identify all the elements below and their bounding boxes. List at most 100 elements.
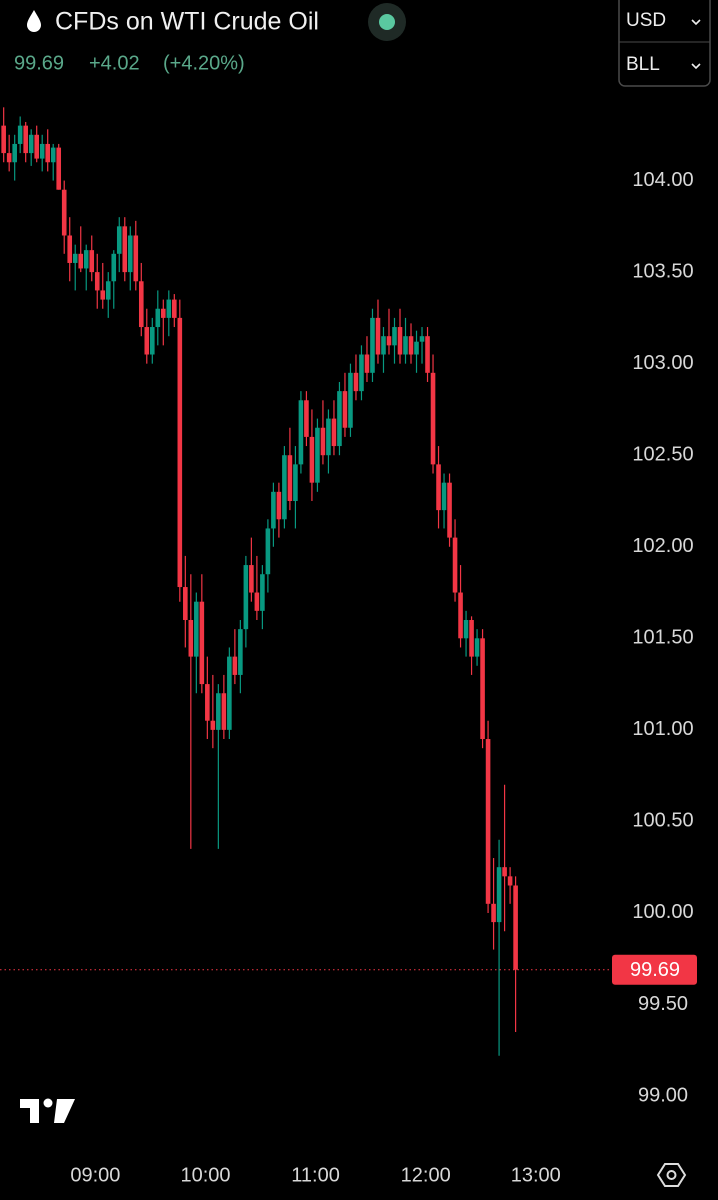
candle-body	[474, 638, 480, 657]
y-tick-label: 101.50	[632, 627, 693, 649]
y-tick-label: 100.50	[632, 810, 693, 832]
candle-body	[205, 684, 210, 721]
candle-body	[458, 592, 463, 639]
candle-body	[28, 134, 34, 154]
candle-body	[133, 235, 139, 282]
candle-body	[83, 250, 89, 269]
candle-body	[408, 336, 414, 355]
candle-body	[392, 327, 397, 346]
candle-body	[89, 250, 95, 273]
candle-body	[39, 143, 45, 159]
change: +4.02	[89, 52, 140, 74]
candle-body	[397, 327, 403, 355]
candle-body	[17, 125, 23, 144]
candle-body	[149, 327, 155, 355]
candle-body	[1, 125, 6, 154]
candle-body	[463, 620, 469, 639]
candle-body	[315, 427, 320, 483]
candle-body	[183, 587, 188, 620]
x-tick-label: 09:00	[70, 1164, 120, 1186]
last-price-box	[612, 954, 697, 985]
status-dot	[379, 14, 395, 30]
unit-select[interactable]: BLL	[626, 54, 660, 75]
candle-body	[469, 620, 474, 657]
x-tick-label: 11:00	[291, 1164, 340, 1186]
y-tick-label: 102.00	[632, 535, 693, 557]
candle-body	[105, 281, 111, 300]
candle-body	[326, 418, 331, 456]
candle-body	[513, 885, 518, 970]
candle-body	[249, 565, 254, 593]
currency-select[interactable]: USD	[626, 10, 666, 31]
candle-body	[447, 482, 452, 538]
candle-body	[56, 147, 62, 190]
settings-button[interactable]	[656, 1163, 687, 1187]
candle-body	[238, 629, 243, 675]
x-tick-label: 13:00	[511, 1164, 561, 1186]
candle-body	[282, 455, 287, 520]
candle-body	[199, 601, 205, 685]
y-tick-label: 99.00	[638, 1084, 688, 1106]
oil-icon	[27, 10, 41, 32]
candle-body	[34, 134, 39, 159]
candle-body	[100, 290, 106, 300]
candle-body	[122, 226, 128, 273]
candle-body	[116, 226, 122, 254]
candle-body	[227, 656, 232, 730]
chevron	[691, 63, 701, 70]
candle-body	[78, 253, 84, 269]
change-pct: (+4.20%)	[163, 52, 245, 74]
candle-body	[45, 143, 51, 163]
candle-body	[271, 491, 276, 529]
candle-body	[254, 592, 260, 611]
candle-body	[425, 336, 430, 373]
x-tick-label: 12:00	[401, 1164, 451, 1186]
y-tick-label: 103.00	[632, 352, 693, 374]
candle-body	[370, 317, 375, 373]
candle-body	[436, 464, 441, 511]
candle-body	[414, 341, 419, 355]
candle-body	[172, 299, 177, 318]
y-tick-label: 100.00	[632, 901, 693, 923]
candle-body	[276, 491, 282, 520]
candle-body	[304, 400, 309, 437]
selector-box[interactable]	[618, 0, 711, 87]
candle-body	[480, 638, 485, 740]
y-tick-label: 104.00	[632, 169, 693, 191]
y-tick-label: 102.50	[632, 443, 693, 465]
candle-body	[161, 308, 166, 318]
candle-body	[381, 336, 386, 355]
candle-body	[210, 720, 216, 730]
candle-body	[188, 620, 194, 657]
candle-body	[348, 372, 353, 428]
candle-body	[364, 354, 370, 373]
candle-body	[496, 867, 502, 923]
chevron	[691, 19, 701, 26]
candle-body	[260, 574, 265, 611]
candle-body	[144, 327, 150, 355]
candle-body	[353, 372, 359, 392]
candle-body	[166, 299, 172, 318]
candle-body	[265, 528, 271, 575]
candle-body	[23, 125, 28, 154]
candle-body	[6, 153, 12, 163]
last-price-label: 99.69	[630, 959, 680, 981]
candle-body	[298, 400, 304, 465]
candle-body	[232, 656, 238, 675]
candle-body	[67, 235, 73, 263]
chart-title: CFDs on WTI Crude Oil	[55, 8, 319, 36]
candle-body	[507, 876, 513, 886]
candle-body	[243, 565, 249, 630]
candle-body	[111, 253, 117, 282]
candle-body	[430, 372, 436, 465]
candle-body	[491, 903, 496, 923]
candle-body	[441, 482, 447, 511]
candle-body	[375, 317, 381, 355]
candle-body	[293, 464, 298, 501]
candle-body	[94, 272, 100, 291]
plot: 99.00 99.50 100.00 100.50 101.00 101.50 102.00…	[0, 107, 697, 1186]
candle-body	[50, 147, 56, 163]
